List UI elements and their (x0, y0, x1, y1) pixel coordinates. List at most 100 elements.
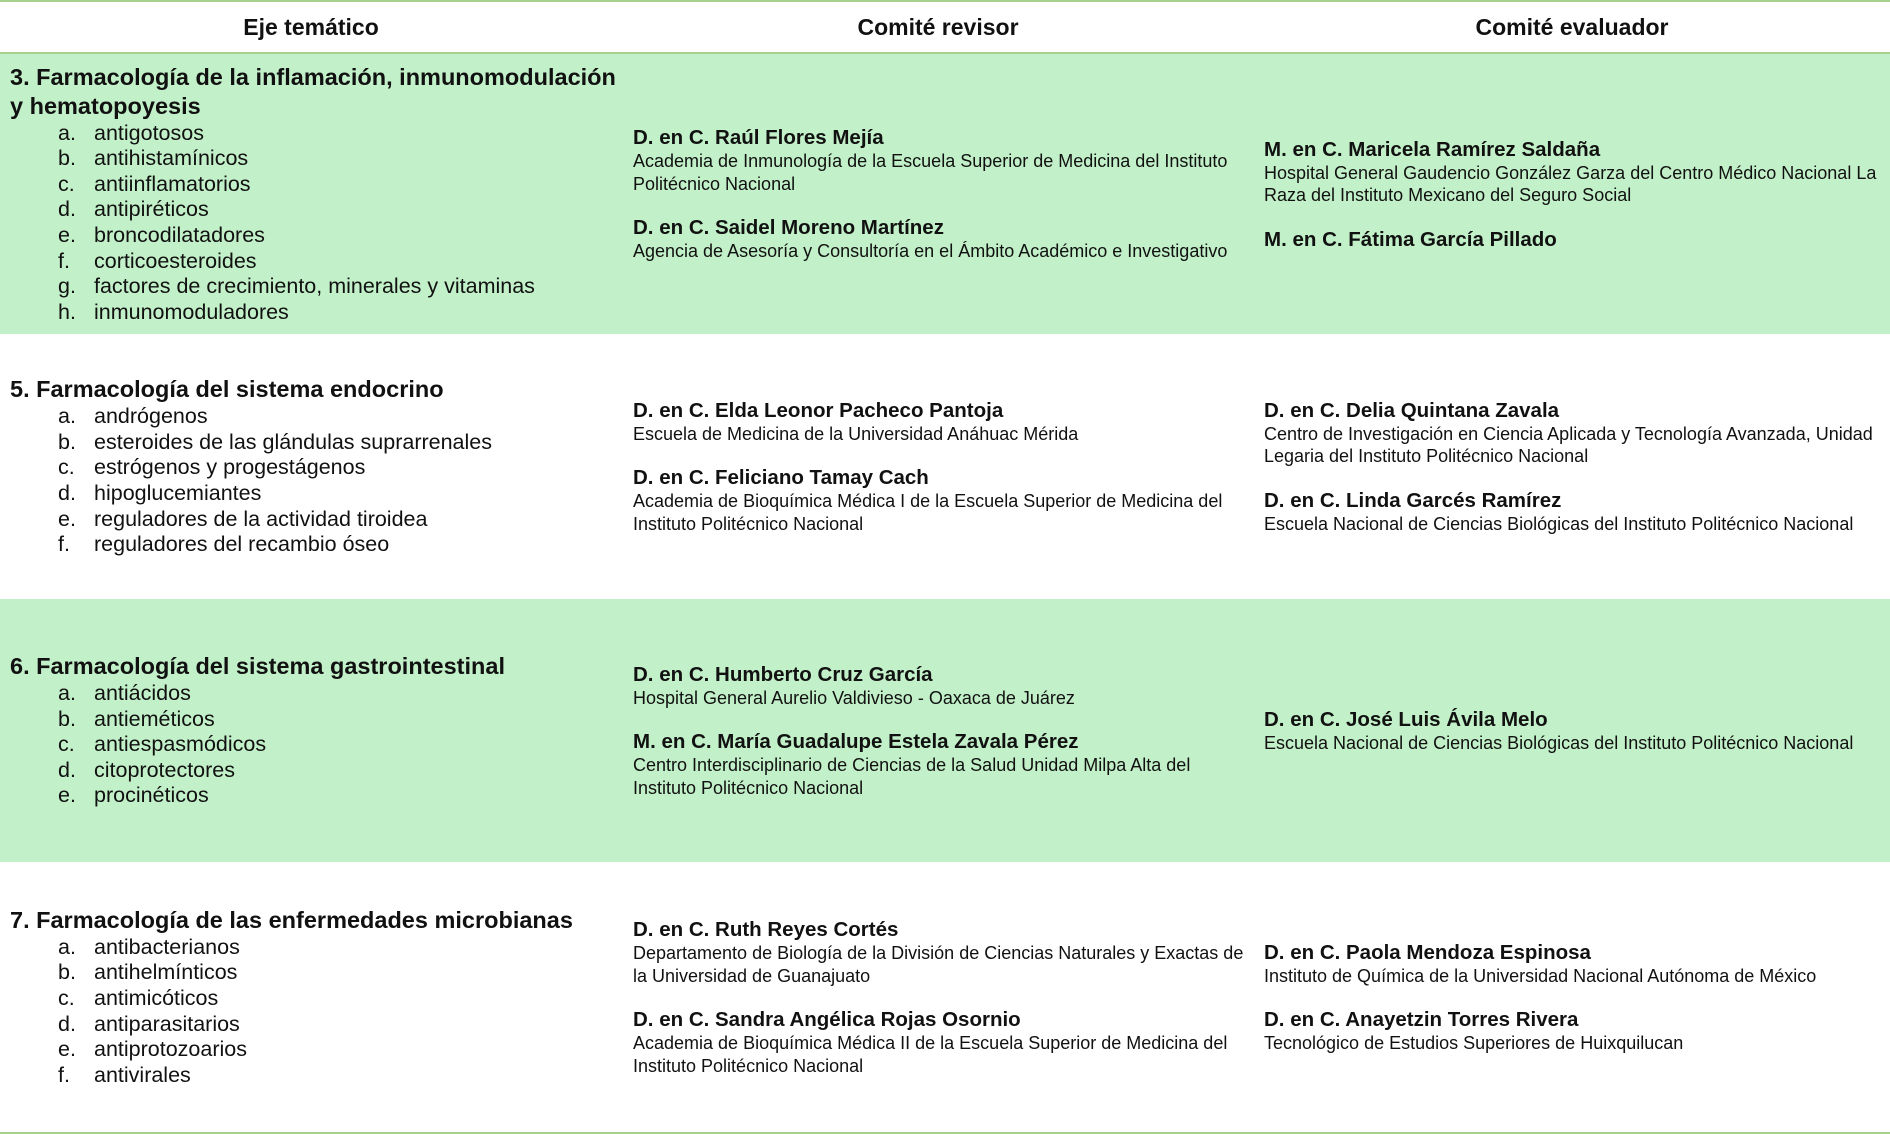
subtopic-letter: c. (58, 985, 75, 1010)
subtopic-letter: e. (58, 1037, 76, 1062)
subtopic-item: c. antiespasmódicos (10, 732, 620, 758)
subtopic-letter: a. (58, 404, 76, 429)
member-affiliation: Instituto de Química de la Universidad N… (1264, 965, 1817, 986)
header-eje-tematico: Eje temático (243, 13, 379, 40)
subtopic-item: c. estrógenos y progestágenos (10, 455, 620, 481)
subtopic-letter: e. (58, 783, 76, 808)
member-affiliation: Agencia de Asesoría y Consultoría en el … (633, 241, 1228, 262)
evaluador-member: M. en C. Fátima García Pillado (1264, 227, 1890, 252)
eje-title: 5. Farmacología del sistema endocrino (10, 376, 444, 403)
evaluador-member: D. en C. Anayetzin Torres Rivera Tecnológ… (1264, 1007, 1890, 1055)
table-row: 6. Farmacología del sistema gastrointest… (0, 599, 1890, 862)
top-rule (0, 0, 1890, 2)
subtopic-item: e. reguladores de la actividad tiroidea (10, 507, 620, 533)
member-name: D. en C. Elda Leonor Pacheco Pantoja (633, 398, 1004, 422)
subtopic-item: d. hipoglucemiantes (10, 481, 620, 507)
subtopic-text: antigotosos (94, 120, 204, 145)
table-row: 5. Farmacología del sistema endocrino a. a… (0, 334, 1890, 599)
member-name: D. en C. Anayetzin Torres Rivera (1264, 1008, 1579, 1031)
subtopic-letter: d. (58, 197, 76, 222)
subtopic-letter: d. (58, 1011, 76, 1036)
subtopic-letter: f. (58, 1062, 70, 1087)
subtopic-letter: a. (58, 120, 76, 145)
subtopic-item: h. inmunomoduladores (10, 300, 620, 326)
subtopic-text: estrógenos y progestágenos (94, 455, 366, 480)
subtopic-letter: f. (58, 248, 70, 273)
eje-cell: 7. Farmacología de las enfermedades micr… (10, 862, 620, 1132)
subtopic-item: f. reguladores del recambio óseo (10, 532, 620, 558)
subtopic-text: antiácidos (94, 681, 191, 706)
subtopic-item: d. citoprotectores (10, 758, 620, 784)
eje-title: 7. Farmacología de las enfermedades micr… (10, 906, 573, 933)
revisor-member: M. en C. María Guadalupe Estela Zavala P… (633, 729, 1253, 799)
subtopic-text: antiprotozoarios (94, 1037, 247, 1062)
eje-cell: 3. Farmacología de la inflamación, inmun… (10, 54, 620, 334)
subtopic-list: a. antigotosos b. antihistamínicos c. antiinf… (10, 121, 620, 326)
member-affiliation: Tecnológico de Estudios Superiores de Hu… (1264, 1033, 1684, 1053)
table-header: Eje temático Comité revisor Comité evalu… (0, 2, 1890, 54)
member-name: D. en C. José Luis Ávila Melo (1264, 707, 1548, 731)
member-name: D. en C. Delia Quintana Zavala (1264, 398, 1560, 422)
subtopic-letter: b. (58, 706, 76, 731)
subtopic-text: procinéticos (94, 783, 209, 808)
member-affiliation: Centro de Investigación en Ciencia Aplic… (1264, 423, 1873, 467)
evaluador-member: D. en C. José Luis Ávila Melo Escuela Nac… (1264, 707, 1890, 755)
subtopic-letter: b. (58, 960, 76, 985)
subtopic-text: esteroides de las glándulas suprarrenale… (94, 429, 492, 454)
revisor-member: D. en C. Feliciano Tamay Cach Academia de… (633, 465, 1253, 535)
member-name: D. en C. Linda Garcés Ramírez (1264, 488, 1562, 512)
evaluador-member: D. en C. Paola Mendoza Espinosa Instituto… (1264, 940, 1890, 988)
evaluador-cell: D. en C. José Luis Ávila Melo Escuela Nac… (1264, 599, 1890, 862)
member-name: M. en C. María Guadalupe Estela Zavala P… (633, 730, 1079, 754)
member-name: M. en C. Fátima García Pillado (1264, 227, 1557, 251)
member-affiliation: Academia de Bioquímica Médica II de la E… (633, 1033, 1228, 1076)
subtopic-item: e. procinéticos (10, 783, 620, 809)
member-name: D. en C. Paola Mendoza Espinosa (1264, 940, 1591, 964)
subtopic-text: antipiréticos (94, 197, 209, 222)
member-name: D. en C. Ruth Reyes Cortés (633, 918, 899, 941)
subtopic-item: c. antimicóticos (10, 986, 620, 1012)
subtopic-item: d. antipiréticos (10, 197, 620, 223)
subtopic-item: f. corticoesteroides (10, 249, 620, 275)
revisor-cell: D. en C. Ruth Reyes Cortés Departamento d… (633, 862, 1253, 1132)
eje-cell: 6. Farmacología del sistema gastrointest… (10, 599, 620, 862)
member-affiliation: Centro Interdisciplinario de Ciencias de… (633, 755, 1191, 798)
evaluador-member: M. en C. Maricela Ramírez Saldaña Hospita… (1264, 137, 1890, 207)
subtopic-letter: c. (58, 171, 75, 196)
subtopic-text: reguladores del recambio óseo (94, 532, 390, 557)
subtopic-letter: f. (58, 532, 70, 557)
subtopic-item: d. antiparasitarios (10, 1012, 620, 1038)
member-affiliation: Academia de Bioquímica Médica I de la Es… (633, 491, 1223, 534)
revisor-cell: D. en C. Raúl Flores Mejía Academia de In… (633, 54, 1253, 334)
subtopic-item: f. antivirales (10, 1063, 620, 1089)
subtopic-letter: d. (58, 481, 76, 505)
subtopic-item: b. antihelmínticos (10, 960, 620, 986)
revisor-member: D. en C. Ruth Reyes Cortés Departamento d… (633, 917, 1253, 987)
member-affiliation: Departamento de Biología de la División … (633, 943, 1244, 986)
subtopic-item: a. antibacterianos (10, 935, 620, 961)
revisor-cell: D. en C. Humberto Cruz García Hospital Ge… (633, 599, 1253, 862)
subtopic-text: antihistamínicos (94, 146, 249, 171)
subtopic-item: b. antihistamínicos (10, 146, 620, 172)
bottom-rule (0, 1132, 1890, 1134)
subtopic-text: reguladores de la actividad tiroidea (94, 506, 428, 531)
member-name: D. en C. Saidel Moreno Martínez (633, 216, 944, 240)
subtopic-text: hipoglucemiantes (94, 481, 262, 505)
subtopic-text: antibacterianos (94, 934, 240, 959)
subtopic-item: e. broncodilatadores (10, 223, 620, 249)
member-affiliation: Escuela Nacional de Ciencias Biológicas … (1264, 513, 1854, 534)
subtopic-text: corticoesteroides (94, 248, 257, 273)
eje-title: 3. Farmacología de la inflamación, inmun… (10, 63, 616, 119)
subtopic-text: antiinflamatorios (94, 171, 251, 196)
subtopic-text: inmunomoduladores (94, 299, 289, 324)
subtopic-letter: b. (58, 146, 76, 171)
subtopic-text: antiparasitarios (94, 1011, 240, 1036)
subtopic-item: a. antiácidos (10, 681, 620, 707)
subtopic-text: antieméticos (94, 706, 215, 731)
evaluador-cell: M. en C. Maricela Ramírez Saldaña Hospita… (1264, 54, 1890, 334)
revisor-cell: D. en C. Elda Leonor Pacheco Pantoja Escu… (633, 334, 1253, 599)
revisor-member: D. en C. Saidel Moreno Martínez Agencia d… (633, 215, 1253, 263)
subtopic-text: factores de crecimiento, minerales y vit… (94, 274, 535, 299)
subtopic-text: antihelmínticos (94, 960, 238, 985)
subtopic-letter: e. (58, 223, 76, 247)
